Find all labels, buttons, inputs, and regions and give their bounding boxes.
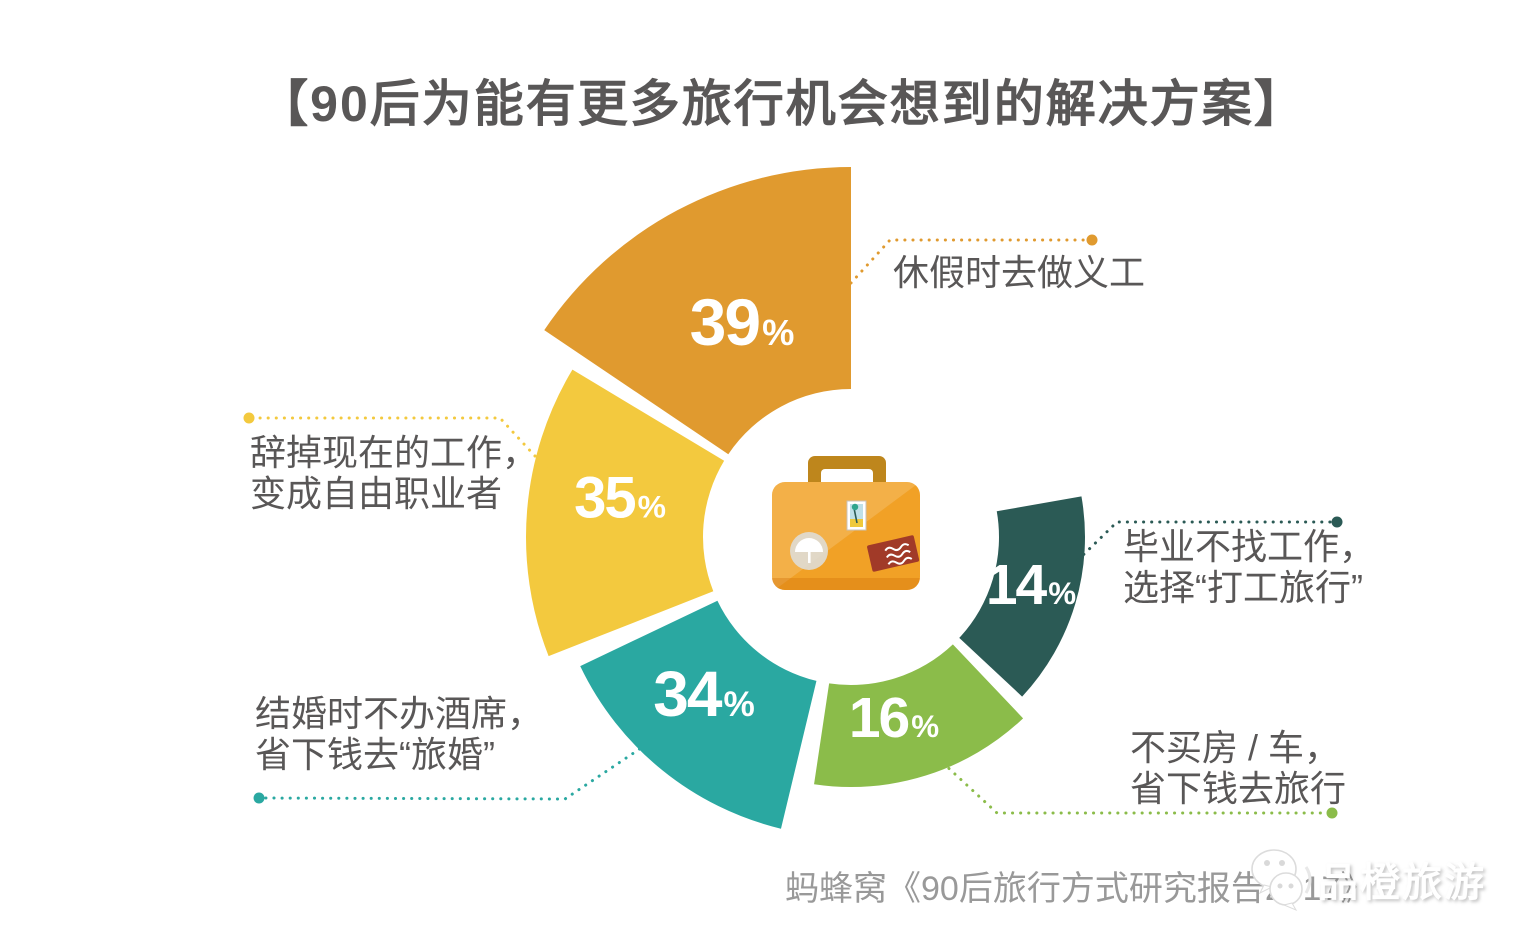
callout-line: 变成自由职业者 [250, 473, 503, 514]
chart-segment-freelance [526, 369, 725, 657]
chart-segment-travel-wedding [580, 600, 817, 829]
callout-freelance: 辞掉现在的工作， 变成自由职业者 [250, 432, 538, 514]
callout-no-house-car: 不买房 / 车， 省下钱去旅行 [1130, 727, 1346, 809]
callout-line: 休假时去做义工 [893, 252, 1146, 293]
suitcase-bottom-shade [772, 578, 920, 590]
percent-label-freelance: 35% [574, 465, 666, 531]
leader-line-working-holiday [1076, 520, 1339, 562]
beach-sticker-icon [846, 500, 867, 531]
leader-dot-travel-wedding [253, 792, 265, 804]
chart-title: 【90后为能有更多旅行机会想到的解决方案】 [258, 76, 1306, 132]
leader-dot-working-holiday [1331, 516, 1343, 528]
callout-volunteer: 休假时去做义工 [893, 252, 1145, 293]
percent-label-working-holiday: 14% [985, 553, 1077, 617]
callout-line: 结婚时不办酒席， [255, 693, 544, 734]
callout-working-holiday: 毕业不找工作， 选择“打工旅行” [1123, 526, 1375, 608]
watermark: 品橙旅游 [1246, 843, 1486, 915]
leader-line-volunteer [849, 238, 1094, 285]
callout-line: 辞掉现在的工作， [250, 432, 539, 473]
leader-dot-freelance [243, 412, 255, 424]
chart-segment-no-house-car [814, 644, 1024, 787]
callout-line: 选择“打工旅行” [1123, 567, 1363, 608]
suitcase-icon [772, 456, 920, 590]
percent-label-no-house-car: 16% [848, 686, 940, 750]
chart-segment-volunteer [544, 167, 851, 455]
callout-travel-wedding: 结婚时不办酒席， 省下钱去“旅婚” [255, 693, 543, 775]
wechat-bubbles-icon [1251, 849, 1312, 912]
percent-label-volunteer: 39% [689, 285, 795, 359]
leader-line-freelance [247, 416, 548, 470]
leader-line-no-house-car [941, 761, 1334, 815]
chart-segment-working-holiday [959, 496, 1085, 697]
watermark-text: 品橙旅游 [1318, 861, 1486, 905]
callout-line: 省下钱去“旅婚” [255, 734, 495, 775]
leader-dot-no-house-car [1326, 807, 1338, 819]
red-label-sticker-icon [867, 535, 920, 572]
percent-label-travel-wedding: 34% [653, 658, 755, 730]
leader-dot-volunteer [1086, 234, 1098, 246]
callout-line: 毕业不找工作， [1123, 526, 1376, 567]
callout-line: 省下钱去旅行 [1130, 768, 1347, 809]
leader-line-travel-wedding [257, 738, 655, 801]
callout-line: 不买房 / 车， [1130, 727, 1341, 768]
umbrella-sticker-icon [790, 532, 828, 570]
